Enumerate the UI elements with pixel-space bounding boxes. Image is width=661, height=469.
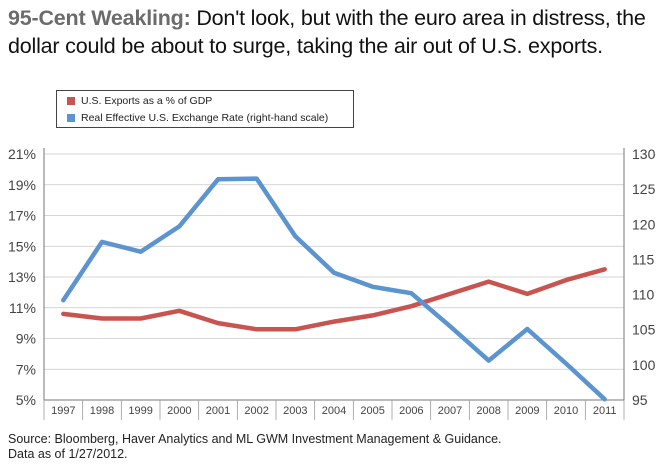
source-note: Source: Bloomberg, Haver Analytics and M… <box>8 432 502 462</box>
left-tick-label: 5% <box>16 392 36 408</box>
right-tick-label: 95 <box>632 392 648 408</box>
legend-swatch-exchange-rate <box>67 114 75 122</box>
left-tick-label: 11% <box>9 300 36 316</box>
x-tick-label: 2000 <box>167 405 191 417</box>
chart-legend: U.S. Exports as a % of GDP Real Effectiv… <box>56 90 354 128</box>
x-tick-label: 2002 <box>244 405 268 417</box>
x-tick-label: 2010 <box>554 405 578 417</box>
legend-entry-exchange-rate: Real Effective U.S. Exchange Rate (right… <box>67 111 328 125</box>
legend-entry-exports: U.S. Exports as a % of GDP <box>67 94 212 108</box>
legend-label-exchange-rate: Real Effective U.S. Exchange Rate (right… <box>81 112 329 124</box>
left-tick-label: 9% <box>16 331 36 347</box>
x-tick-label: 1999 <box>128 405 152 417</box>
exports-series-line <box>61 267 607 332</box>
x-tick-label: 2005 <box>360 405 384 417</box>
left-tick-label: 13% <box>8 269 36 285</box>
x-tick-label: 1997 <box>51 405 75 417</box>
left-tick-label: 15% <box>8 238 36 254</box>
x-tick-label: 2008 <box>476 405 500 417</box>
left-tick-label: 17% <box>8 208 36 224</box>
x-tick-label: 2001 <box>206 405 230 417</box>
right-tick-label: 125 <box>632 181 656 197</box>
x-tick-label: 2009 <box>515 405 539 417</box>
chart-headline: 95-Cent Weakling: Don't look, but with t… <box>8 4 656 60</box>
x-tick-label: 1998 <box>90 405 114 417</box>
exchange-rate-series-line <box>61 176 607 402</box>
x-tick-label: 2007 <box>438 405 462 417</box>
data-date-line: Data as of 1/27/2012. <box>8 447 128 461</box>
x-tick-label: 2006 <box>399 405 423 417</box>
headline-lead: 95-Cent Weakling: <box>8 6 191 30</box>
x-tick-label: 2004 <box>322 405 346 417</box>
right-tick-label: 110 <box>632 287 655 303</box>
legend-swatch-exports <box>67 97 75 105</box>
headline-text: Don't look, but with the euro area in di… <box>8 6 646 58</box>
right-tick-label: 120 <box>632 216 656 232</box>
right-tick-label: 105 <box>632 322 656 338</box>
x-tick-label: 2011 <box>593 405 617 417</box>
left-tick-label: 19% <box>8 177 36 193</box>
x-tick-label: 2003 <box>283 405 307 417</box>
left-tick-label: 21% <box>8 146 36 162</box>
left-tick-label: 7% <box>16 361 36 377</box>
source-line: Source: Bloomberg, Haver Analytics and M… <box>8 432 502 446</box>
legend-label-exports: U.S. Exports as a % of GDP <box>81 95 213 107</box>
right-tick-label: 115 <box>632 251 655 267</box>
right-tick-label: 130 <box>632 146 656 162</box>
right-tick-label: 100 <box>632 357 656 373</box>
